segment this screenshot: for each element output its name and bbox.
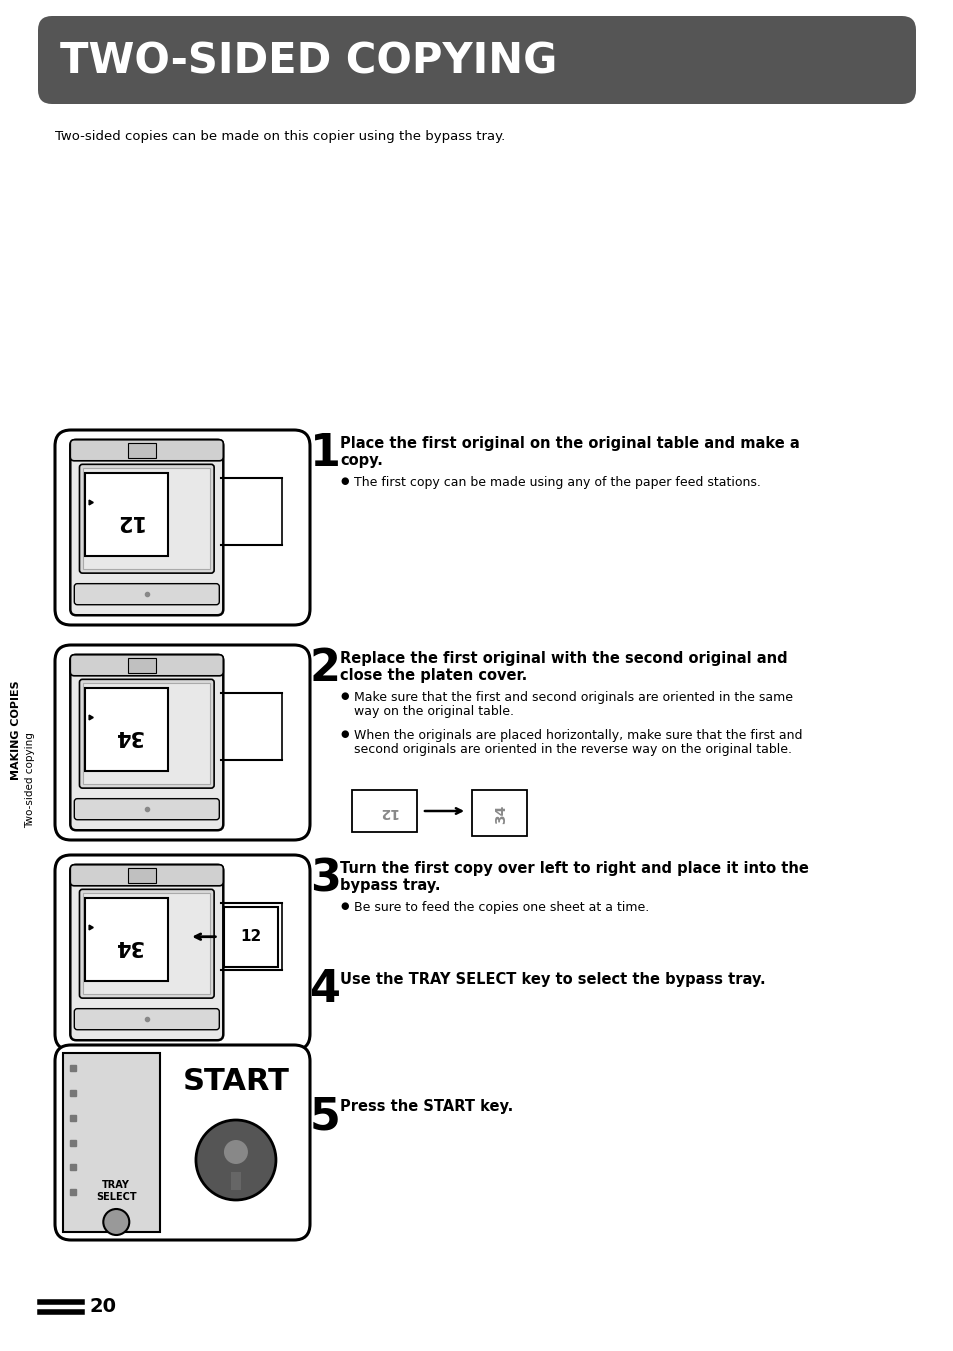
- FancyBboxPatch shape: [71, 655, 223, 831]
- Bar: [63, 1052, 160, 1232]
- FancyBboxPatch shape: [74, 1009, 219, 1029]
- FancyBboxPatch shape: [71, 439, 223, 461]
- Text: way on the original table.: way on the original table.: [354, 705, 514, 717]
- FancyBboxPatch shape: [71, 439, 223, 615]
- FancyBboxPatch shape: [38, 16, 915, 104]
- FancyBboxPatch shape: [55, 1046, 310, 1240]
- FancyBboxPatch shape: [79, 680, 213, 788]
- Text: START: START: [182, 1067, 289, 1096]
- Text: 34: 34: [113, 936, 143, 957]
- Text: TRAY
SELECT: TRAY SELECT: [96, 1179, 136, 1202]
- Text: Two-sided copies can be made on this copier using the bypass tray.: Two-sided copies can be made on this cop…: [55, 130, 505, 143]
- Bar: [129, 867, 156, 882]
- Text: Use the TRAY SELECT key to select the bypass tray.: Use the TRAY SELECT key to select the by…: [339, 971, 765, 988]
- Text: ●: ●: [339, 476, 348, 486]
- Bar: [352, 790, 416, 832]
- Text: ●: ●: [339, 730, 348, 739]
- FancyBboxPatch shape: [71, 865, 223, 1040]
- FancyBboxPatch shape: [55, 430, 310, 626]
- Text: TWO-SIDED COPYING: TWO-SIDED COPYING: [60, 41, 557, 82]
- Bar: [231, 1173, 241, 1190]
- FancyBboxPatch shape: [472, 790, 527, 836]
- Bar: [129, 658, 156, 673]
- FancyBboxPatch shape: [71, 865, 223, 886]
- Text: 12: 12: [113, 511, 143, 531]
- Text: second originals are oriented in the reverse way on the original table.: second originals are oriented in the rev…: [354, 743, 791, 757]
- Circle shape: [224, 1140, 248, 1165]
- FancyBboxPatch shape: [55, 855, 310, 1050]
- Text: 12: 12: [377, 805, 397, 819]
- Bar: [84, 893, 210, 994]
- Text: ●: ●: [339, 901, 348, 911]
- Text: 20: 20: [90, 1297, 117, 1316]
- Bar: [85, 473, 168, 555]
- Text: ●: ●: [339, 690, 348, 701]
- FancyBboxPatch shape: [79, 889, 213, 998]
- Text: The first copy can be made using any of the paper feed stations.: The first copy can be made using any of …: [354, 476, 760, 489]
- Text: copy.: copy.: [339, 453, 382, 467]
- Bar: [224, 907, 278, 967]
- Text: Two-sided copying: Two-sided copying: [25, 732, 35, 828]
- Text: 34: 34: [113, 725, 143, 746]
- Bar: [85, 688, 168, 770]
- FancyBboxPatch shape: [74, 798, 219, 820]
- Text: close the platen cover.: close the platen cover.: [339, 667, 527, 684]
- Text: Turn the first copy over left to right and place it into the: Turn the first copy over left to right a…: [339, 861, 808, 875]
- Circle shape: [195, 1120, 275, 1200]
- Text: 1: 1: [310, 432, 340, 476]
- Circle shape: [103, 1209, 130, 1235]
- Text: 2: 2: [310, 647, 340, 690]
- Text: bypass tray.: bypass tray.: [339, 878, 440, 893]
- Bar: [84, 684, 210, 784]
- Text: 3: 3: [310, 857, 340, 900]
- Text: 34: 34: [494, 804, 507, 824]
- Bar: [84, 469, 210, 569]
- Text: Make sure that the first and second originals are oriented in the same: Make sure that the first and second orig…: [354, 690, 792, 704]
- Text: 5: 5: [310, 1096, 340, 1138]
- Text: Press the START key.: Press the START key.: [339, 1098, 513, 1115]
- FancyBboxPatch shape: [55, 644, 310, 840]
- Bar: [85, 898, 168, 981]
- Bar: [129, 443, 156, 458]
- Text: Replace the first original with the second original and: Replace the first original with the seco…: [339, 651, 787, 666]
- FancyBboxPatch shape: [74, 584, 219, 605]
- FancyBboxPatch shape: [79, 465, 213, 573]
- Text: 12: 12: [240, 929, 262, 944]
- Text: 4: 4: [310, 969, 340, 1011]
- Text: When the originals are placed horizontally, make sure that the first and: When the originals are placed horizontal…: [354, 730, 801, 742]
- Text: MAKING COPIES: MAKING COPIES: [11, 680, 21, 780]
- Text: Place the first original on the original table and make a: Place the first original on the original…: [339, 436, 799, 451]
- Text: Be sure to feed the copies one sheet at a time.: Be sure to feed the copies one sheet at …: [354, 901, 649, 915]
- FancyBboxPatch shape: [71, 655, 223, 676]
